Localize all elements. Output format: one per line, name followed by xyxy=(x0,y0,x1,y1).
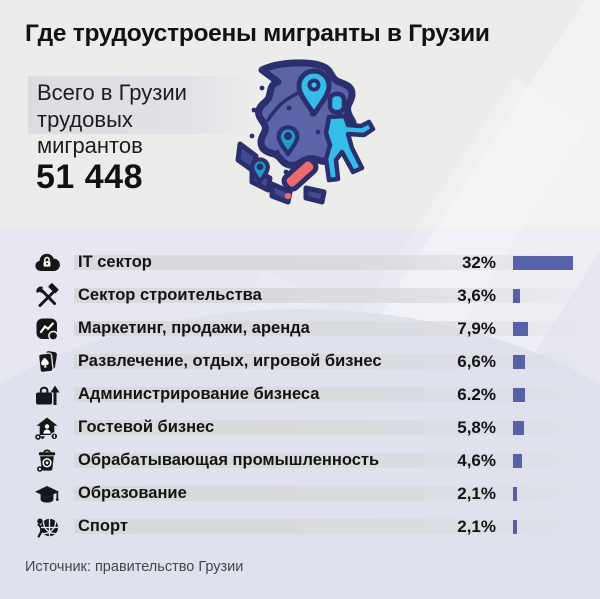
sector-label: Образование xyxy=(78,484,187,502)
sector-label: Маркетинг, продажи, аренда xyxy=(78,319,310,337)
briefcase-arrow-icon xyxy=(32,380,61,409)
sector-bar xyxy=(513,453,522,468)
sector-bar xyxy=(513,354,526,369)
sector-row: Обрабатывающая промышленность 4,6% xyxy=(0,444,600,477)
sector-bar xyxy=(513,486,517,501)
sector-label: Развлечение, отдых, игровой бизнес xyxy=(78,352,382,370)
row-track xyxy=(74,519,588,534)
sector-row: Гостевой бизнес 5,8% xyxy=(0,411,600,444)
row-track xyxy=(74,354,588,369)
suitcase-icon xyxy=(281,156,319,192)
location-pin-icon xyxy=(250,157,270,184)
sector-label: Гостевой бизнес xyxy=(78,418,215,436)
row-track xyxy=(74,420,588,435)
sector-label: Администрирование бизнеса xyxy=(78,385,320,403)
sector-row: Сектор строительства 3,6% xyxy=(0,279,600,312)
cloud-lock-icon xyxy=(32,248,61,277)
sector-bar xyxy=(513,321,528,336)
sector-percent: 2,1% xyxy=(457,517,496,536)
sector-bar xyxy=(513,255,573,270)
graduation-cap-icon xyxy=(32,479,61,508)
sector-percent: 32% xyxy=(461,253,496,272)
hero-caption-line: Всего в Грузии xyxy=(37,80,187,105)
sector-row: Спорт 2,1% xyxy=(0,510,600,543)
sector-percent: 6.2% xyxy=(457,385,496,404)
playing-cards-icon xyxy=(32,347,61,376)
georgia-map-graphic xyxy=(235,59,376,205)
sector-percent: 5,8% xyxy=(457,418,496,437)
hotel-icon xyxy=(32,413,61,442)
hero-caption-line: мигрантов xyxy=(37,133,143,158)
sector-bar xyxy=(513,387,525,402)
sector-label: Спорт xyxy=(78,517,128,535)
sector-bar xyxy=(513,288,520,303)
sector-row: Развлечение, отдых, игровой бизнес 6,6% xyxy=(0,345,600,378)
sector-label: Обрабатывающая промышленность xyxy=(78,451,380,469)
page-title: Где трудоустроены мигранты в Грузии xyxy=(25,20,490,47)
row-track xyxy=(74,255,588,270)
sector-row: IT сектор 32% xyxy=(0,246,600,279)
hero-caption-line: трудовых xyxy=(37,106,133,132)
sector-label: Сектор строительства xyxy=(78,286,262,304)
sector-bar xyxy=(513,420,524,435)
industry-icon xyxy=(32,446,61,475)
map-illustration xyxy=(226,56,382,214)
tools-icon xyxy=(32,281,61,310)
row-track xyxy=(74,321,588,336)
sector-percent: 7,9% xyxy=(457,319,496,338)
location-pin-icon xyxy=(276,125,300,157)
sector-percent: 3,6% xyxy=(457,286,496,305)
row-track xyxy=(74,453,588,468)
sector-percent: 4,6% xyxy=(457,451,496,470)
row-track xyxy=(74,486,588,501)
sector-row: Администрирование бизнеса 6.2% xyxy=(0,378,600,411)
sector-bar xyxy=(513,519,517,534)
sector-percent: 6,6% xyxy=(457,352,496,371)
total-migrants-value: 51 448 xyxy=(36,158,143,196)
hero-caption: Всего в Грузии трудовых мигрантов xyxy=(37,80,187,160)
sector-percent: 2,1% xyxy=(457,484,496,503)
sector-list: IT сектор 32% Сектор строительства 3,6% … xyxy=(0,246,600,543)
row-track xyxy=(74,387,588,402)
location-pin-icon xyxy=(296,68,332,117)
sector-label: IT сектор xyxy=(78,253,152,271)
chart-icon xyxy=(32,314,61,343)
sector-row: Образование 2,1% xyxy=(0,477,600,510)
row-track xyxy=(74,288,588,303)
hero-caption-band xyxy=(28,76,253,134)
sector-row: Маркетинг, продажи, аренда 7,9% xyxy=(0,312,600,345)
source-note: Источник: правительство Грузии xyxy=(25,559,244,575)
migrant-person-icon xyxy=(323,91,376,183)
basketball-icon xyxy=(32,512,61,541)
